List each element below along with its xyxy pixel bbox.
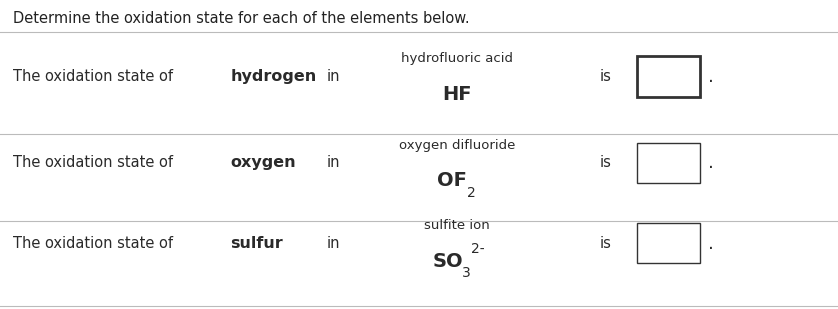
Text: The oxidation state of: The oxidation state of [13, 69, 173, 84]
Text: sulfite ion: sulfite ion [424, 219, 489, 232]
Text: 3: 3 [463, 266, 471, 280]
Text: .: . [708, 67, 714, 86]
Text: HF: HF [442, 85, 472, 104]
FancyBboxPatch shape [637, 143, 700, 183]
Text: ∨: ∨ [663, 236, 674, 250]
Text: is: is [599, 236, 611, 251]
Text: .: . [708, 154, 714, 172]
FancyBboxPatch shape [637, 223, 700, 263]
FancyBboxPatch shape [637, 56, 700, 96]
Text: .: . [708, 234, 714, 253]
Text: in: in [327, 69, 340, 84]
Text: The oxidation state of: The oxidation state of [13, 155, 173, 171]
Text: 2-: 2- [472, 242, 485, 256]
Text: oxygen: oxygen [230, 155, 296, 171]
Text: The oxidation state of: The oxidation state of [13, 236, 173, 251]
Text: Determine the oxidation state for each of the elements below.: Determine the oxidation state for each o… [13, 11, 469, 26]
Text: OF: OF [437, 171, 468, 190]
Text: hydrogen: hydrogen [230, 69, 317, 84]
Text: is: is [599, 155, 611, 171]
Text: 2: 2 [467, 185, 475, 200]
Text: ∨: ∨ [663, 70, 674, 83]
Text: is: is [599, 69, 611, 84]
Text: in: in [327, 236, 340, 251]
Text: in: in [327, 155, 340, 171]
Text: hydrofluoric acid: hydrofluoric acid [401, 52, 513, 65]
Text: SO: SO [433, 252, 463, 271]
Text: sulfur: sulfur [230, 236, 283, 251]
Text: oxygen difluoride: oxygen difluoride [399, 139, 515, 152]
Text: ∨: ∨ [663, 156, 674, 170]
